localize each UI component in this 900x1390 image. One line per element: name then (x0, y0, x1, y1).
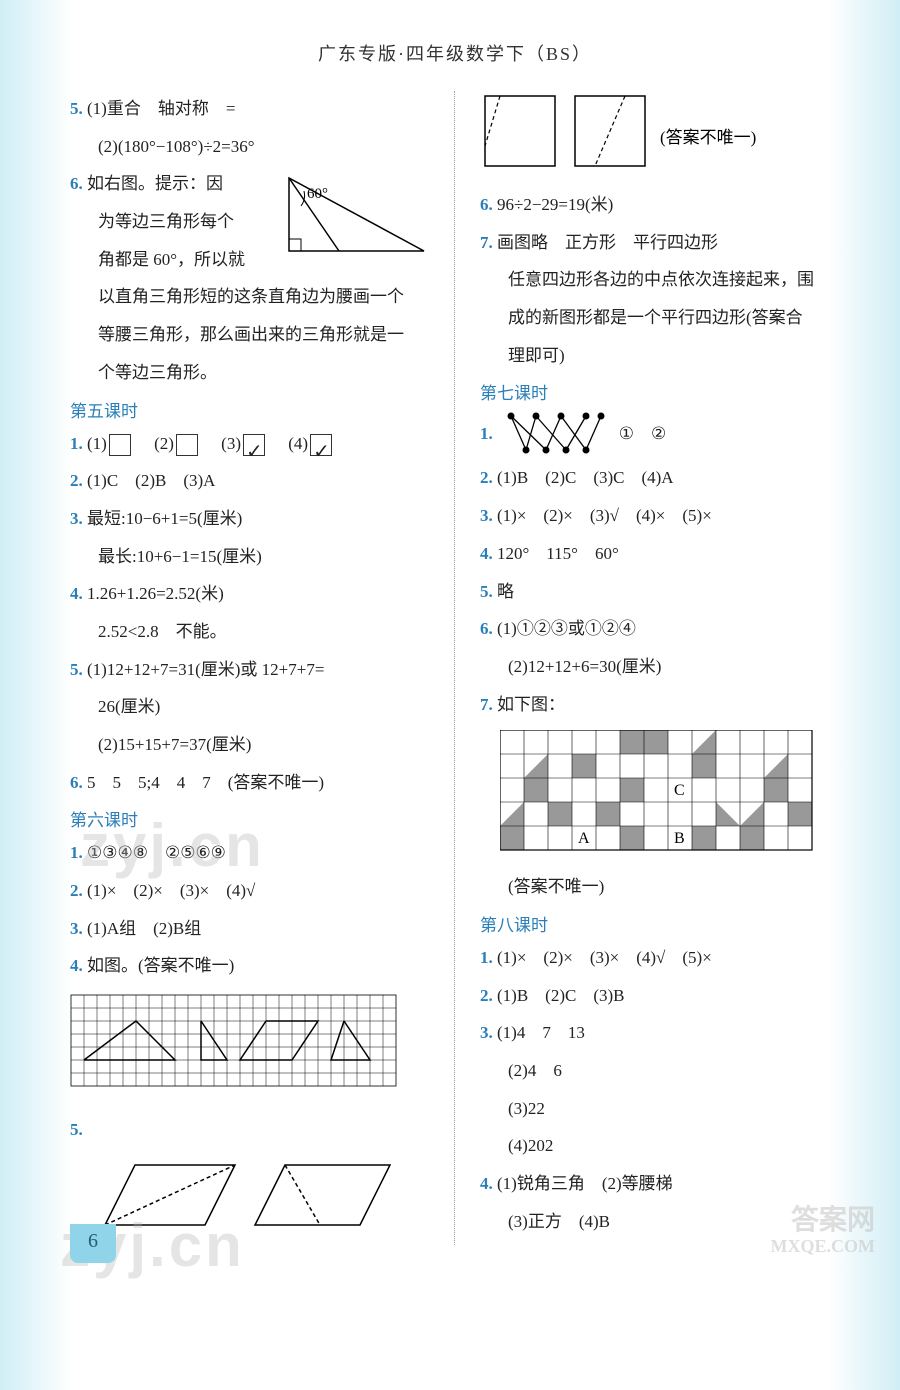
s6-q1: 1. ①③④⑧ ②⑤⑥⑨ (70, 835, 429, 871)
grid-figure-2: A B C (500, 730, 840, 860)
grid2-note: (答案不唯一) (480, 869, 840, 905)
section5-title: 第五课时 (70, 397, 429, 422)
r-q7-1: 7. 画图略 正方形 平行四边形 (480, 225, 840, 261)
checkbox-1 (109, 434, 131, 456)
s7-q4: 4. 120° 115° 60° (480, 536, 840, 572)
s7-q7: 7. 如下图： (480, 687, 840, 723)
note-text: (答案不唯一) (660, 123, 756, 148)
s5-q5-1: 5. (1)12+12+7=31(厘米)或 12+7+7= (70, 652, 429, 688)
page-number: 6 (70, 1224, 116, 1263)
q6-l5: 等腰三角形，那么画出来的三角形就是一 (70, 317, 429, 353)
s5-q3-1: 3. 最短:10−6+1=5(厘米) (70, 501, 429, 537)
bottom-watermark: 答案网 MXQE.COM (771, 1206, 875, 1257)
q6-l1: 6. 如右图。提示：因 (70, 166, 271, 202)
s5-q5-3: (2)15+15+7=37(厘米) (70, 727, 429, 763)
s7-q6-2: (2)12+12+6=30(厘米) (480, 649, 840, 685)
s7-q1-num: 1. (480, 416, 493, 452)
q6-l2: 为等边三角形每个 (70, 204, 271, 240)
s8-q3-2: (2)4 6 (480, 1053, 840, 1089)
q6-l6: 个等边三角形。 (70, 355, 429, 391)
s6-q2: 2. (1)× (2)× (3)× (4)√ (70, 873, 429, 909)
q6-l1-text: 如右图。提示：因 (87, 174, 223, 193)
s6-q4: 4. 如图。(答案不唯一) (70, 948, 429, 984)
q6-l4: 以直角三角形短的这条直角边为腰画一个 (70, 279, 429, 315)
triangle-diagram: 60° (279, 166, 429, 261)
s5-q4-2: 2.52<2.8 不能。 (70, 614, 429, 650)
s5-q6: 6. 5 5 5;4 4 7 (答案不唯一) (70, 765, 429, 801)
s8-q4-1: 4. (1)锐角三角 (2)等腰梯 (480, 1166, 840, 1202)
q5-line1: 5. (1)重合 轴对称 = (70, 91, 429, 127)
dots-lines-diagram (501, 408, 611, 458)
two-boxes-row: (答案不唯一) (480, 91, 840, 179)
q5-1-text: (1)重合 轴对称 = (87, 99, 235, 118)
s5-q4-1: 4. 1.26+1.26=2.52(米) (70, 576, 429, 612)
s8-q3-1: 3. (1)4 7 13 (480, 1015, 840, 1051)
s6-q3: 3. (1)A组 (2)B组 (70, 911, 429, 947)
s7-q6-1: 6. (1)①②③或①②④ (480, 611, 840, 647)
checkbox-3 (243, 434, 265, 456)
r-q6: 6. 96÷2−29=19(米) (480, 187, 840, 223)
q6-row: 6. 如右图。提示：因 为等边三角形每个 角都是 60°，所以就 60° (70, 166, 429, 279)
s7-q2: 2. (1)B (2)C (3)C (4)A (480, 460, 840, 496)
section7-title: 第七课时 (480, 379, 840, 404)
s7-q1: 1. ① ② (480, 408, 840, 458)
s5-q5-2: 26(厘米) (70, 689, 429, 725)
box-diagram-1 (480, 91, 560, 171)
box-diagram-2 (570, 91, 650, 171)
two-column-layout: 5. (1)重合 轴对称 = (2)(180°−108°)÷2=36° 6. 如… (70, 91, 840, 1245)
label-b: B (674, 830, 685, 847)
s7-q1-suffix: ① ② (619, 416, 666, 452)
left-column: 5. (1)重合 轴对称 = (2)(180°−108°)÷2=36° 6. 如… (70, 91, 429, 1245)
parallelogram-figure (70, 1150, 400, 1240)
s6-q5: 5. (70, 1112, 429, 1148)
s8-q2: 2. (1)B (2)C (3)B (480, 978, 840, 1014)
q5-line2: (2)(180°−108°)÷2=36° (70, 129, 429, 165)
angle-label: 60° (307, 186, 328, 202)
s8-q3-3: (3)22 (480, 1091, 840, 1127)
r-q7-2: 任意四边形各边的中点依次连接起来，围 (480, 262, 840, 298)
grid-figure-1 (70, 994, 410, 1099)
r-q7-4: 理即可) (480, 338, 840, 374)
s5-q3-2: 最长:10+6−1=15(厘米) (70, 539, 429, 575)
column-divider (454, 91, 455, 1245)
s7-q5: 5. 略 (480, 574, 840, 610)
s5-q1: 1. (1) (2) (3) (4) (70, 426, 429, 462)
page-header: 广东专版·四年级数学下（BS） (70, 40, 840, 66)
s7-q3: 3. (1)× (2)× (3)√ (4)× (5)× (480, 498, 840, 534)
bottom-wm-1: 答案网 (771, 1206, 875, 1237)
section8-title: 第八课时 (480, 911, 840, 936)
s8-q1: 1. (1)× (2)× (3)× (4)√ (5)× (480, 940, 840, 976)
checkbox-2 (176, 434, 198, 456)
checkbox-4 (310, 434, 332, 456)
page-container: 广东专版·四年级数学下（BS） 5. (1)重合 轴对称 = (2)(180°−… (0, 0, 900, 1275)
right-column: (答案不唯一) 6. 96÷2−29=19(米) 7. 画图略 正方形 平行四边… (480, 91, 840, 1245)
label-c: C (674, 782, 685, 799)
s8-q3-4: (4)202 (480, 1128, 840, 1164)
q6-l3: 角都是 60°，所以就 (70, 242, 271, 278)
r-q7-3: 成的新图形都是一个平行四边形(答案合 (480, 300, 840, 336)
section6-title: 第六课时 (70, 806, 429, 831)
label-a: A (578, 830, 590, 847)
bottom-wm-2: MXQE.COM (771, 1237, 875, 1257)
